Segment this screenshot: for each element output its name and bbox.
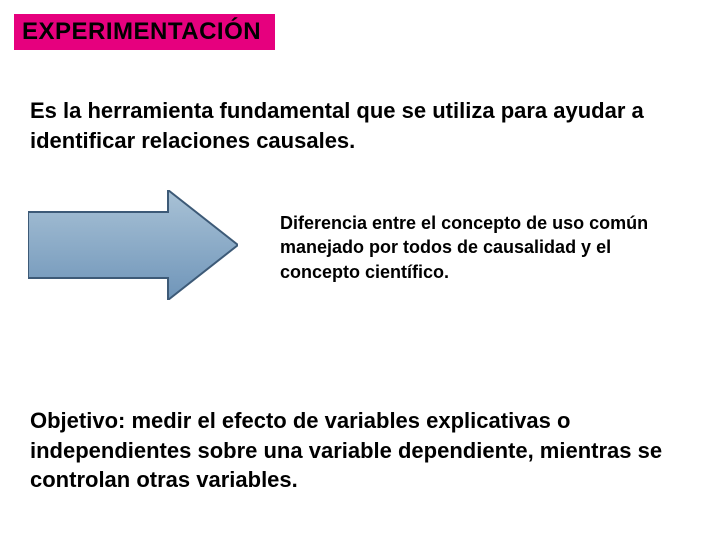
intro-paragraph: Es la herramienta fundamental que se uti…	[30, 96, 670, 155]
arrow-right-icon	[28, 190, 238, 305]
slide-title-text: EXPERIMENTACIÓN	[22, 18, 261, 45]
slide-title-box: EXPERIMENTACIÓN	[14, 14, 275, 50]
middle-row: Diferencia entre el concepto de uso comú…	[28, 190, 688, 305]
side-paragraph: Diferencia entre el concepto de uso comú…	[280, 211, 660, 284]
objective-paragraph: Objetivo: medir el efecto de variables e…	[30, 406, 680, 495]
